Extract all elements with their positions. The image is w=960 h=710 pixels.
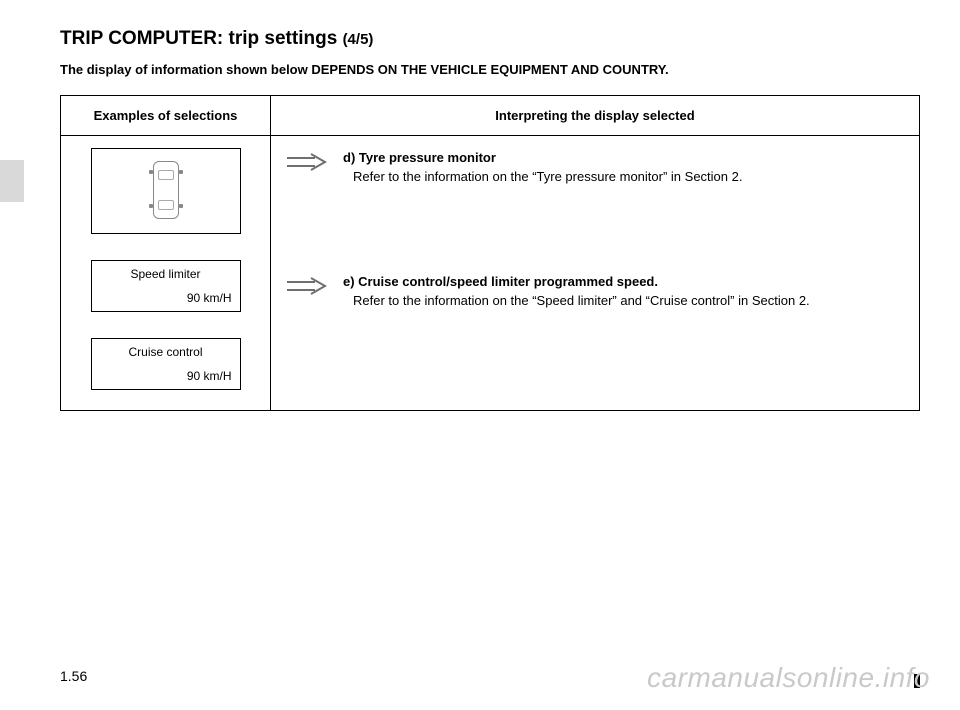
title-sub: (4/5) (343, 31, 374, 48)
page-number: 1.56 (60, 668, 87, 684)
side-tab (0, 160, 24, 202)
entry-d: d) Tyre pressure monitor Refer to the in… (285, 150, 905, 184)
display-speed-limiter: Speed limiter 90 km/H (91, 260, 241, 312)
page-subtitle: The display of information shown below D… (60, 62, 920, 77)
display-value: 90 km/H (100, 369, 232, 383)
display-value: 90 km/H (100, 291, 232, 305)
corner-mark-icon (914, 674, 920, 688)
table-row: Speed limiter 90 km/H Cruise control 90 … (61, 136, 920, 411)
entry-body: Refer to the information on the “Speed l… (343, 293, 810, 308)
watermark: carmanualsonline.info (647, 662, 930, 694)
display-title: Speed limiter (100, 267, 232, 281)
examples-cell: Speed limiter 90 km/H Cruise control 90 … (61, 136, 271, 411)
entry-text: e) Cruise control/speed limiter programm… (343, 274, 810, 308)
entry-heading: e) Cruise control/speed limiter programm… (343, 274, 810, 289)
display-cruise-control: Cruise control 90 km/H (91, 338, 241, 390)
main-table: Examples of selections Interpreting the … (60, 95, 920, 411)
display-title: Cruise control (100, 345, 232, 359)
display-tyre-pressure (91, 148, 241, 234)
page-title: TRIP COMPUTER: trip settings (4/5) (60, 28, 920, 50)
arrow-icon (285, 152, 329, 172)
table-header-right: Interpreting the display selected (271, 96, 920, 136)
entry-e: e) Cruise control/speed limiter programm… (285, 274, 905, 308)
arrow-icon (285, 276, 329, 296)
interpreting-cell: d) Tyre pressure monitor Refer to the in… (271, 136, 920, 411)
entry-heading: d) Tyre pressure monitor (343, 150, 742, 165)
car-top-icon (153, 161, 179, 219)
title-main: TRIP COMPUTER: trip settings (60, 28, 337, 49)
entry-body: Refer to the information on the “Tyre pr… (343, 169, 742, 184)
table-header-left: Examples of selections (61, 96, 271, 136)
entry-text: d) Tyre pressure monitor Refer to the in… (343, 150, 742, 184)
